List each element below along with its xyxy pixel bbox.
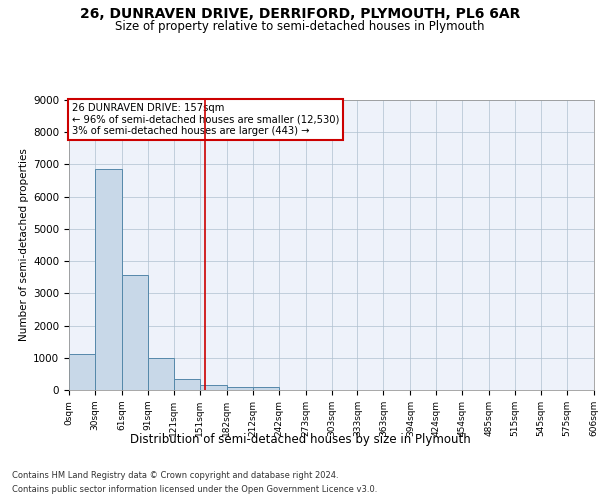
Text: 26 DUNRAVEN DRIVE: 157sqm
← 96% of semi-detached houses are smaller (12,530)
3% : 26 DUNRAVEN DRIVE: 157sqm ← 96% of semi-… (71, 103, 339, 136)
Text: Distribution of semi-detached houses by size in Plymouth: Distribution of semi-detached houses by … (130, 432, 470, 446)
Bar (122, 275, 148, 390)
Y-axis label: Number of semi-detached properties: Number of semi-detached properties (19, 148, 29, 342)
Bar (148, 358, 174, 390)
Text: Size of property relative to semi-detached houses in Plymouth: Size of property relative to semi-detach… (115, 20, 485, 33)
Bar (227, 386, 253, 390)
Bar (253, 387, 278, 390)
Bar (174, 380, 200, 390)
Bar (69, 354, 95, 390)
Bar (95, 168, 122, 390)
Text: 26, DUNRAVEN DRIVE, DERRIFORD, PLYMOUTH, PL6 6AR: 26, DUNRAVEN DRIVE, DERRIFORD, PLYMOUTH,… (80, 8, 520, 22)
Bar (200, 386, 227, 390)
Text: Contains public sector information licensed under the Open Government Licence v3: Contains public sector information licen… (12, 485, 377, 494)
Text: Contains HM Land Registry data © Crown copyright and database right 2024.: Contains HM Land Registry data © Crown c… (12, 471, 338, 480)
